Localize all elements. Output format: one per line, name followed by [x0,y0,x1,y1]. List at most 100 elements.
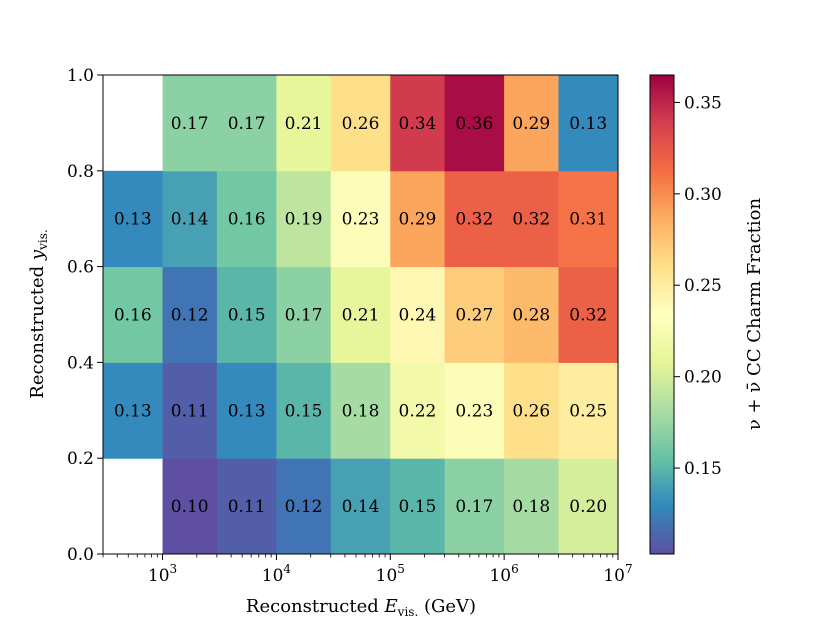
x-tick-label: 107 [603,562,632,586]
colorbar-tick-label: 0.30 [684,185,722,205]
heatmap-cell [558,75,619,172]
cell-value-label: 0.16 [228,210,266,230]
cell-value-label: 0.11 [171,401,209,421]
cell-value-label: 0.36 [455,114,493,134]
cell-value-label: 0.23 [455,401,493,421]
heatmap-cell-labels: 0.10 0.11 0.12 0.14 0.15 0.17 0.18 0.20 0.13 0.11… [114,114,607,517]
heatmap-cell [504,362,559,459]
cell-value-label: 0.29 [512,114,550,134]
cell-value-label: 0.13 [114,401,152,421]
heatmap-cell [390,266,446,363]
colorbar-tick-label: 0.20 [684,368,722,388]
heatmap-cell [504,458,559,555]
cell-value-label: 0.17 [455,497,493,517]
heatmap-cell [390,362,446,459]
cell-value-label: 0.11 [228,497,266,517]
x-tick-label: 105 [376,562,405,586]
heatmap-cell [558,266,619,363]
heatmap-cell [162,170,218,268]
cell-value-label: 0.14 [342,497,380,517]
heatmap-cell [103,362,164,459]
heatmap-cells [103,75,619,555]
cell-value-label: 0.22 [399,401,437,421]
heatmap-cell [390,458,446,555]
heatmap-cell [276,75,332,172]
cell-value-label: 0.27 [455,306,493,326]
heatmap-cell [444,266,505,363]
heatmap-cell [276,362,332,459]
y-tick-label: 0.0 [67,545,94,565]
colorbar-tick-label: 0.35 [684,93,722,113]
cell-value-label: 0.17 [285,306,323,326]
cell-value-label: 0.28 [512,306,550,326]
y-tick-label: 0.4 [67,353,94,373]
y-tick-label: 0.6 [67,258,94,278]
heatmap-cell [162,362,218,459]
cell-value-label: 0.23 [342,210,380,230]
heatmap-cell [330,170,391,268]
cell-value-label: 0.32 [512,210,550,230]
cell-value-label: 0.29 [399,210,437,230]
heatmap-cell [444,170,505,268]
cell-value-label: 0.14 [171,210,209,230]
cell-value-label: 0.21 [285,114,323,134]
heatmap-cell [276,170,332,268]
y-axis-title: Reconstructed yvis. [27,229,50,398]
cell-value-label: 0.12 [171,306,209,326]
heatmap-cell [162,458,218,555]
heatmap-cell [390,75,446,172]
colorbar-bar [649,74,675,555]
heatmap-cell [444,362,505,459]
cell-value-label: 0.26 [342,114,380,134]
cell-value-label: 0.34 [399,114,437,134]
heatmap-cell [504,75,559,172]
heatmap-cell [330,75,391,172]
cell-value-label: 0.10 [171,497,209,517]
heatmap-cell [276,266,332,363]
y-tick-label: 1.0 [67,66,94,86]
x-tick-label: 103 [148,562,177,586]
heatmap-cell [162,266,218,363]
heatmap-cell [444,458,505,555]
heatmap-cell [216,458,277,555]
heatmap-cell [504,170,559,268]
heatmap-cell [216,362,277,459]
cell-value-label: 0.18 [342,401,380,421]
cell-value-label: 0.17 [228,114,266,134]
heatmap-cell [103,266,164,363]
cell-value-label: 0.31 [569,210,607,230]
x-tick-label: 106 [489,562,518,586]
cell-value-label: 0.26 [512,401,550,421]
colorbar-tick-label: 0.15 [684,459,722,479]
heatmap-cell [216,170,277,268]
x-tick-label: 104 [262,562,292,586]
cell-value-label: 0.21 [342,306,380,326]
y-tick-label: 0.8 [67,162,94,182]
x-axis-title: Reconstructed Evis. (GeV) [246,596,476,619]
heatmap-cell [390,170,446,268]
cell-value-label: 0.13 [114,210,152,230]
heatmap-cell [276,458,332,555]
cell-value-label: 0.12 [285,497,323,517]
heatmap-cell [558,362,619,459]
cell-value-label: 0.25 [569,401,607,421]
heatmap-cell [444,75,505,172]
heatmap-cell [558,458,619,555]
cell-value-label: 0.18 [512,497,550,517]
heatmap-cell [103,170,164,268]
cell-value-label: 0.24 [399,306,437,326]
cell-value-label: 0.13 [228,401,266,421]
heatmap-cell [216,266,277,363]
cell-value-label: 0.15 [228,306,266,326]
cell-value-label: 0.16 [114,306,152,326]
cell-value-label: 0.32 [455,210,493,230]
cell-value-label: 0.20 [569,497,607,517]
cell-value-label: 0.19 [285,210,323,230]
heatmap-axes: 103 104 105 106 107 0.0 0.2 0.4 0.6 0.8 1.0 [67,66,633,586]
heatmap-cell [504,266,559,363]
heatmap-cell [216,75,277,172]
heatmap-cell [162,75,218,172]
heatmap-cell [558,170,619,268]
heatmap-cell [330,458,391,555]
